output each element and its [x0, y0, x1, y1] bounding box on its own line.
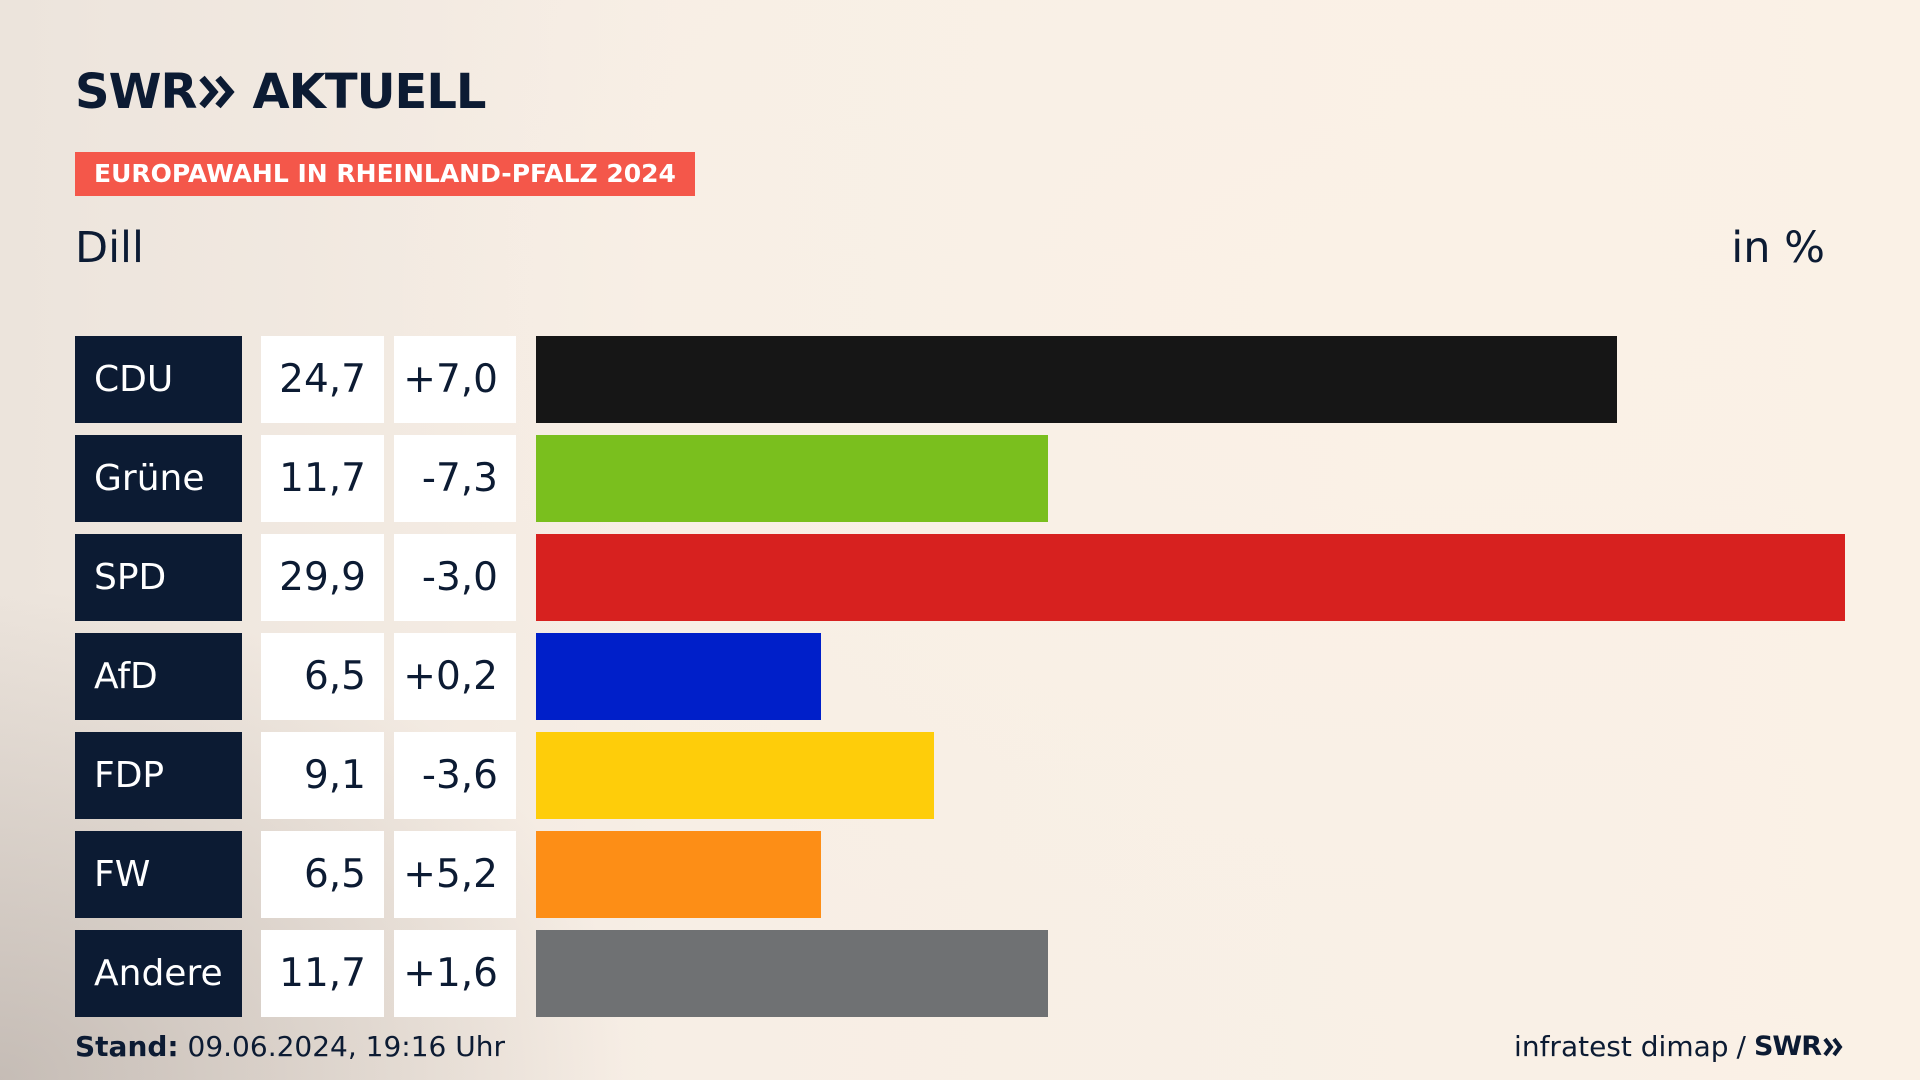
bar-fdp [536, 732, 934, 819]
diff-value: +0,2 [394, 633, 516, 720]
chart-row: FW 6,5 +5,2 [75, 831, 1845, 918]
diff-value: +7,0 [394, 336, 516, 423]
chart-row: Grüne 11,7 -7,3 [75, 435, 1845, 522]
bar-andere [536, 930, 1048, 1017]
source-credit: infratest dimap / SWR [1514, 1030, 1845, 1064]
diff-value: +5,2 [394, 831, 516, 918]
unit-label: in % [1731, 223, 1825, 273]
bar-grüne [536, 435, 1048, 522]
stand-value: 09.06.2024, 19:16 Uhr [187, 1030, 505, 1063]
swr-aktuell-logo: SWR AKTUELL [75, 62, 487, 122]
double-chevron-right-icon [199, 75, 236, 109]
stand-label: Stand: [75, 1030, 179, 1063]
chart-row: CDU 24,7 +7,0 [75, 336, 1845, 423]
share-value: 29,9 [261, 534, 384, 621]
chart-row: SPD 29,9 -3,0 [75, 534, 1845, 621]
chart-row: FDP 9,1 -3,6 [75, 732, 1845, 819]
party-label: Grüne [75, 435, 242, 522]
diff-value: -7,3 [394, 435, 516, 522]
diff-value: +1,6 [394, 930, 516, 1017]
party-label: AfD [75, 633, 242, 720]
party-label: CDU [75, 336, 242, 423]
share-value: 11,7 [261, 435, 384, 522]
diff-value: -3,0 [394, 534, 516, 621]
election-badge: EUROPAWAHL IN RHEINLAND-PFALZ 2024 [75, 152, 695, 196]
chart-row: AfD 6,5 +0,2 [75, 633, 1845, 720]
bar-spd [536, 534, 1845, 621]
share-value: 24,7 [261, 336, 384, 423]
bar-cdu [536, 336, 1617, 423]
region-title: Dill [75, 223, 144, 273]
share-value: 11,7 [261, 930, 384, 1017]
double-chevron-right-icon [1823, 1037, 1843, 1057]
share-value: 6,5 [261, 831, 384, 918]
party-label: FW [75, 831, 242, 918]
logo-brand: SWR [75, 64, 197, 120]
party-label: Andere [75, 930, 242, 1017]
source-separator: / [1736, 1030, 1746, 1063]
bar-fw [536, 831, 821, 918]
share-value: 6,5 [261, 633, 384, 720]
diff-value: -3,6 [394, 732, 516, 819]
source-brand: SWR [1753, 1031, 1822, 1062]
share-value: 9,1 [261, 732, 384, 819]
bar-afd [536, 633, 821, 720]
logo-product: AKTUELL [252, 64, 486, 120]
timestamp: Stand: 09.06.2024, 19:16 Uhr [75, 1030, 505, 1064]
source-name: infratest dimap [1514, 1030, 1729, 1063]
chart-row: Andere 11,7 +1,6 [75, 930, 1845, 1017]
party-label: SPD [75, 534, 242, 621]
party-label: FDP [75, 732, 242, 819]
